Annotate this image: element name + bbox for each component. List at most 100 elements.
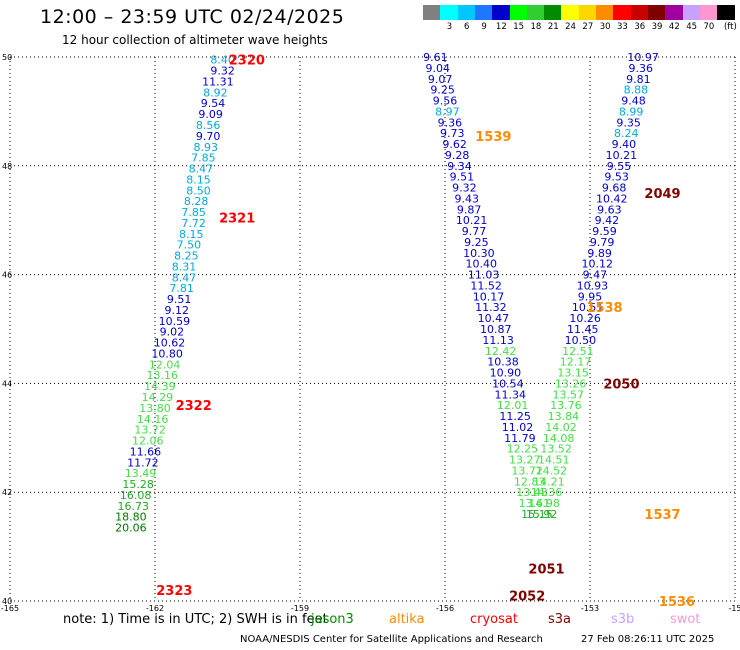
colorbar-label: 33: [617, 22, 628, 32]
wave-height-label: 9.68: [602, 182, 627, 195]
wave-height-label: 9.42: [595, 214, 620, 227]
wave-height-label: 9.81: [626, 73, 651, 86]
pass-time-label: 1537: [644, 508, 680, 523]
colorbar-swatch: [717, 5, 735, 20]
wave-height-label: 7.81: [169, 282, 194, 295]
wave-height-label: 11.13: [482, 334, 514, 347]
x-tick-label: -156: [436, 604, 454, 613]
colorbar-label: 12: [495, 22, 507, 32]
wave-height-label: 9.04: [426, 62, 451, 75]
colorbar-label: 3: [446, 22, 453, 32]
wave-height-label: 8.92: [203, 86, 228, 99]
colorbar-label: 21: [547, 22, 559, 32]
y-tick-label: 46: [2, 271, 12, 280]
wave-height-label: 9.36: [629, 62, 654, 75]
wave-height-label: 13.72: [511, 464, 543, 477]
wave-height-label: 8.56: [196, 119, 221, 132]
colorbar-label: 30: [599, 22, 611, 32]
wave-height-label: 9.43: [455, 192, 480, 205]
wave-height-label: 12.42: [485, 345, 517, 358]
colorbar-label: 9: [481, 22, 487, 32]
chart-subtitle: 12 hour collection of altimeter wave hei…: [62, 33, 328, 47]
wave-height-label: 11.52: [470, 279, 502, 292]
pass-time-label: 1539: [475, 130, 511, 145]
wave-height-label: 10.21: [456, 214, 488, 227]
wave-height-label: 9.89: [587, 247, 612, 260]
wave-height-label: 10.30: [463, 247, 495, 260]
y-tick-label: 42: [2, 488, 12, 497]
satellite-legend-item: swot: [670, 612, 701, 627]
colorbar-label: 24: [565, 22, 576, 32]
wave-height-label: 8.40: [210, 54, 235, 67]
wave-height-label: 9.47: [583, 269, 608, 282]
credit-text: NOAA/NESDIS Center for Satellite Applica…: [240, 634, 543, 645]
wave-height-label: 10.12: [582, 258, 614, 271]
wave-height-label: 8.97: [435, 105, 460, 118]
wave-height-label: 9.62: [442, 138, 467, 151]
colorbar-swatch: [474, 5, 493, 20]
colorbar-label: 27: [582, 22, 594, 32]
wave-height-label: 11.25: [499, 410, 531, 423]
pass-time-label: 2322: [176, 399, 212, 414]
wave-height-label: 10.62: [154, 337, 186, 350]
wave-height-label: 9.79: [590, 236, 615, 249]
wave-height-label: 11.03: [468, 269, 500, 282]
wave-height-label: 8.15: [179, 228, 204, 241]
wave-height-label: 9.51: [167, 293, 192, 306]
wave-height-label: 10.87: [480, 323, 512, 336]
y-tick-label: 40: [2, 597, 12, 606]
wave-height-label: 8.25: [174, 250, 199, 263]
wave-height-label: 13.15: [557, 367, 589, 380]
wave-height-label: 10.26: [569, 312, 601, 325]
colorbar-label: 70: [703, 22, 715, 32]
wave-height-label: 10.90: [490, 367, 522, 380]
wave-height-label: 9.77: [462, 225, 487, 238]
satellite-legend-item: s3b: [611, 612, 635, 627]
wave-height-label: 13.72: [134, 424, 166, 437]
colorbar-label: 39: [651, 22, 663, 32]
chart-title: 12:00 – 23:59 UTC 02/24/2025: [40, 6, 345, 28]
colorbar-swatch: [440, 5, 459, 20]
colorbar-swatch: [682, 5, 701, 20]
wave-height-label: 13.76: [550, 399, 582, 412]
colorbar-label: 42: [668, 22, 680, 32]
colorbar-swatch: [665, 5, 683, 20]
units-note: note: 1) Time is in UTC; 2) SWH is in fe…: [63, 612, 328, 627]
wave-height-label: 9.07: [428, 73, 453, 86]
wave-height-label: 10.40: [466, 258, 498, 271]
x-tick-label: -153: [581, 604, 599, 613]
wave-height-label: 9.70: [196, 130, 221, 143]
wave-height-label: 10.59: [159, 315, 191, 328]
colorbar-swatch: [578, 5, 597, 20]
wave-height-label: 13.49: [125, 467, 157, 480]
wave-height-label: 9.40: [612, 138, 637, 151]
satellite-legend-item: cryosat: [470, 612, 518, 627]
wave-height-label: 10.93: [577, 279, 609, 292]
wave-height-label: 8.24: [614, 127, 639, 140]
satellite-legend-item: jason3: [311, 612, 354, 627]
colorbar-swatch: [699, 5, 718, 20]
wave-height-label: 10.51: [572, 301, 604, 314]
wave-height-label: 11.31: [202, 75, 234, 88]
wave-height-label: 9.87: [457, 203, 482, 216]
wave-height-label: 12.04: [149, 358, 181, 371]
wave-height-label: 10.50: [565, 334, 597, 347]
wave-height-label: 14.29: [142, 391, 174, 404]
colorbar-swatch: [561, 5, 580, 20]
colorbar-label: 6: [464, 22, 470, 32]
wave-height-label: 13.84: [548, 410, 580, 423]
wave-height-label: 8.93: [194, 141, 219, 154]
wave-height-label: 14.08: [543, 432, 575, 445]
wave-height-label: 14.36: [531, 486, 563, 499]
wave-height-label: 9.56: [433, 95, 458, 108]
wave-height-label: 13.16: [147, 369, 179, 382]
wave-height-label: 10.80: [151, 347, 183, 360]
wave-height-label: 9.32: [452, 182, 477, 195]
wave-height-label: 7.85: [181, 206, 206, 219]
wave-height-label: 9.09: [198, 108, 223, 121]
colorbar-swatch: [509, 5, 528, 20]
wave-height-label: 11.34: [495, 388, 527, 401]
wave-height-label: 11.32: [475, 301, 507, 314]
wave-height-label: 10.47: [478, 312, 510, 325]
